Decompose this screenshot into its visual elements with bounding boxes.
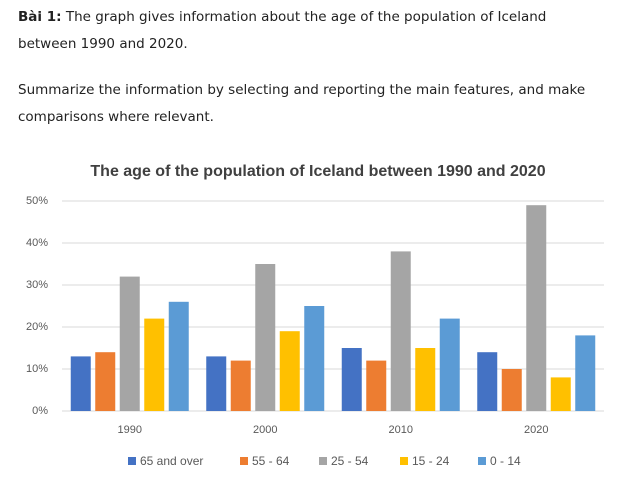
- task-label: Bài 1:: [18, 9, 62, 25]
- y-tick-label: 30%: [26, 279, 48, 291]
- bar: [95, 352, 116, 411]
- bar: [366, 360, 387, 411]
- instruction: Summarize the information by selecting a…: [18, 82, 586, 125]
- y-tick-label: 10%: [26, 363, 48, 375]
- bar: [206, 356, 227, 411]
- bar: [501, 369, 522, 411]
- y-tick-label: 40%: [26, 237, 48, 249]
- bar: [70, 356, 91, 411]
- x-tick-label: 2010: [389, 424, 413, 436]
- legend-swatch: [319, 457, 327, 465]
- bar: [341, 348, 362, 411]
- bar: [279, 331, 300, 411]
- bar: [390, 251, 411, 411]
- legend-label: 0 - 14: [490, 454, 521, 468]
- y-tick-label: 0%: [32, 405, 48, 417]
- legend-label: 25 - 54: [331, 454, 369, 468]
- bar: [255, 264, 276, 411]
- legend-label: 15 - 24: [412, 454, 450, 468]
- bar: [550, 377, 571, 411]
- bar: [477, 352, 498, 411]
- y-tick-label: 50%: [26, 195, 48, 207]
- bar: [119, 276, 140, 411]
- bar: [304, 306, 325, 411]
- bar: [168, 301, 189, 411]
- bar: [415, 348, 436, 411]
- legend-swatch: [240, 457, 248, 465]
- chart-title: The age of the population of Iceland bet…: [90, 163, 545, 180]
- chart: The age of the population of Iceland bet…: [26, 163, 604, 468]
- bar: [526, 205, 547, 411]
- legend-label: 65 and over: [140, 454, 203, 468]
- y-tick-label: 20%: [26, 321, 48, 333]
- bar: [144, 318, 165, 411]
- task: Bài 1: The graph gives information about…: [18, 4, 608, 58]
- x-tick-label: 2000: [253, 424, 277, 436]
- bar: [575, 335, 596, 411]
- bar: [230, 360, 251, 411]
- legend-swatch: [128, 457, 136, 465]
- legend-swatch: [400, 457, 408, 465]
- task-text: The graph gives information about the ag…: [18, 9, 547, 52]
- x-tick-label: 2020: [524, 424, 548, 436]
- legend-label: 55 - 64: [252, 454, 290, 468]
- bar: [439, 318, 460, 411]
- x-tick-label: 1990: [118, 424, 142, 436]
- legend-swatch: [478, 457, 486, 465]
